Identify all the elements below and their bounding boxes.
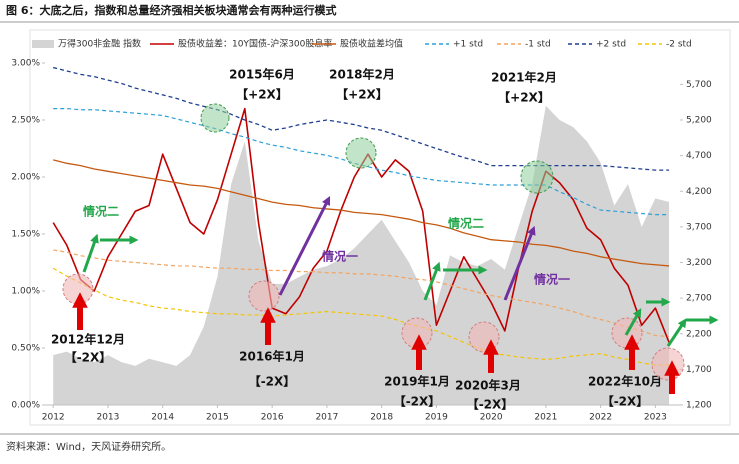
- line: [53, 159, 670, 267]
- y2-tick-label: 1,700: [686, 365, 712, 375]
- area: [53, 105, 670, 405]
- annotation: 2016年1月: [239, 349, 305, 364]
- y-tick-label: 1.50%: [11, 230, 40, 240]
- annotation: 2021年2月: [491, 70, 557, 85]
- legend-swatch: [32, 40, 54, 48]
- annotation: 【-2X】: [249, 374, 296, 389]
- annotation: 2012年12月: [51, 332, 125, 347]
- y2-tick-label: 1,200: [686, 401, 712, 411]
- annotation: 2015年6月: [229, 67, 295, 82]
- line: [53, 66, 670, 171]
- trend-arrow: [503, 225, 536, 301]
- plot-frame: [29, 29, 731, 426]
- y2-tick-label: 2,200: [686, 329, 712, 339]
- annotation: 【+2X】: [336, 87, 388, 102]
- legend-label: +1 std: [453, 40, 483, 50]
- trend-arrow: [624, 308, 642, 336]
- line: [52, 267, 670, 366]
- y-tick-label: 0.00%: [11, 401, 40, 411]
- y2-tick-label: 4,200: [686, 187, 712, 197]
- x-tick-label: 2018: [370, 413, 393, 423]
- legend-label: 万得300非金融 指数: [58, 38, 141, 50]
- annotation: 【-2X】: [65, 350, 112, 365]
- highlight-circle: [62, 273, 94, 305]
- y-tick-label: 2.00%: [11, 173, 40, 183]
- source: 资料来源：Wind，天风证券研究所。: [6, 440, 171, 453]
- trend-arrow: [278, 195, 331, 296]
- x-tick-label: 2014: [151, 413, 174, 423]
- trend-arrow: [82, 233, 99, 273]
- annotation: 【-2X】: [467, 397, 514, 412]
- y2-tick-label: 3,200: [686, 258, 712, 268]
- legend-label: +2 std: [596, 40, 626, 50]
- y2-tick-label: 5,700: [686, 80, 712, 90]
- x-tick-label: 2013: [96, 413, 119, 423]
- x-tick-label: 2016: [261, 413, 284, 423]
- legend-label: 股债收益差：10Y国债-沪深300股息率: [178, 38, 332, 50]
- annotation: 【+2X】: [498, 90, 550, 105]
- highlight-circle: [520, 160, 554, 194]
- legend-label: -2 std: [666, 40, 692, 50]
- highlight-circle: [200, 103, 230, 133]
- annotation: 情况一: [534, 272, 570, 287]
- trend-arrow: [666, 318, 687, 347]
- y2-tick-label: 5,200: [686, 116, 712, 126]
- y-tick-label: 1.00%: [11, 287, 40, 297]
- y-tick-label: 2.50%: [11, 116, 40, 126]
- y-tick-label: 3.00%: [11, 59, 40, 69]
- x-tick-label: 2012: [42, 413, 65, 423]
- annotation: 【+2X】: [236, 87, 288, 102]
- legend-label: 股债收益差均值: [340, 38, 403, 50]
- y-tick-label: 0.50%: [11, 344, 40, 354]
- x-tick-label: 2021: [534, 413, 557, 423]
- y2-tick-label: 4,700: [686, 151, 712, 161]
- line: [53, 249, 670, 338]
- annotation: 2020年3月: [455, 378, 521, 393]
- annotation: 2018年2月: [329, 67, 395, 82]
- annotation: 情况一: [322, 249, 358, 264]
- legend-label: -1 std: [525, 40, 551, 50]
- highlight-circle: [651, 347, 685, 381]
- decorations: [62, 103, 719, 394]
- x-tick-label: 2020: [480, 413, 503, 423]
- highlight-circle: [468, 321, 500, 353]
- x-tick-label: 2023: [644, 413, 667, 423]
- x-tick-label: 2015: [206, 413, 229, 423]
- y2-tick-label: 2,700: [686, 294, 712, 304]
- highlight-circle: [345, 137, 377, 169]
- annotation: 【-2X】: [394, 394, 441, 409]
- y2-tick-label: 3,700: [686, 222, 712, 232]
- annotation: 情况二: [448, 216, 484, 231]
- x-tick-label: 2022: [589, 413, 612, 423]
- trend-arrow: [423, 261, 441, 301]
- annotation: 2019年1月: [384, 374, 450, 389]
- plot: 0.00% 0.50% 1.00% 1.50% 2.00% 2.50% 3.00% 1,200…: [11, 29, 731, 426]
- highlight-circle: [248, 280, 280, 312]
- annotation: 2022年10月: [588, 374, 662, 389]
- x-tick-label: 2017: [315, 413, 338, 423]
- annotation: 情况二: [83, 204, 119, 219]
- x-tick-label: 2019: [425, 413, 448, 423]
- annotation: 【-2X】: [602, 394, 649, 409]
- chart-title: 图 6：大底之后，指数和总量经济强相关板块通常会有两种运行模式: [6, 3, 336, 17]
